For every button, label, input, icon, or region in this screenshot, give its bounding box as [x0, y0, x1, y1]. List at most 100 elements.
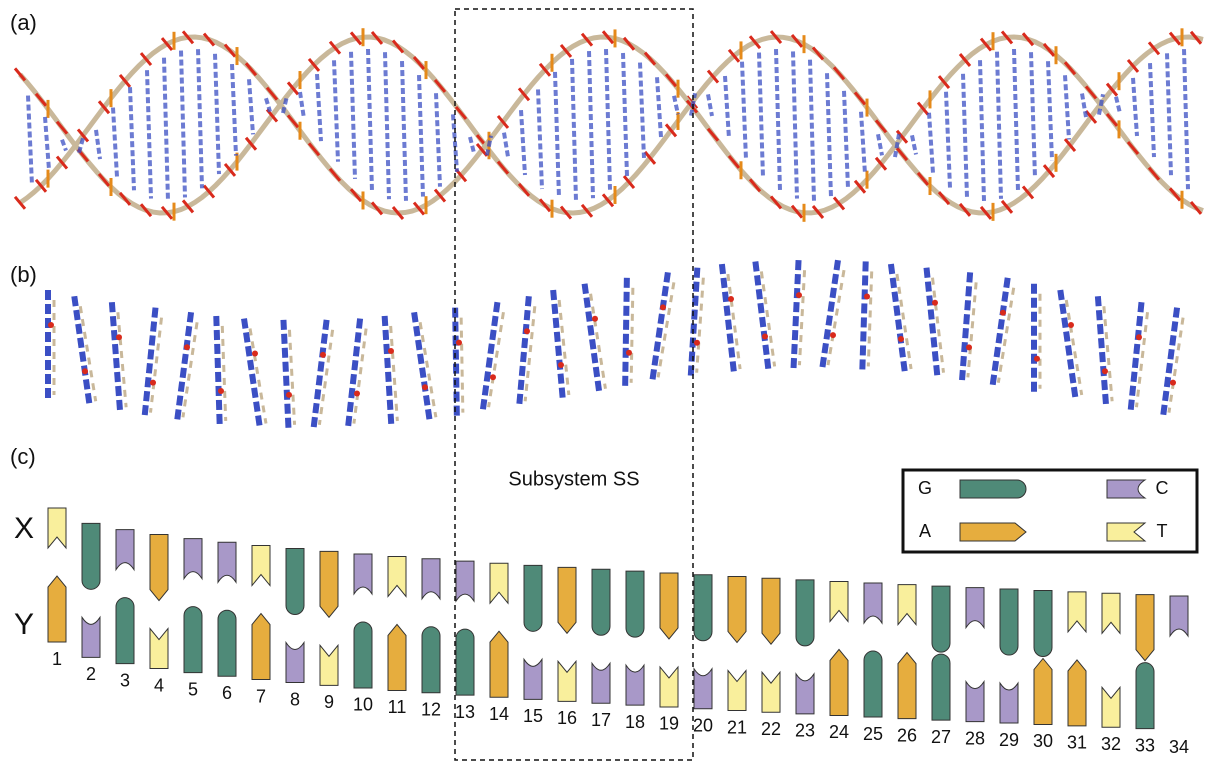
- base-T: [898, 585, 916, 625]
- oxygen: [708, 129, 718, 141]
- base-rung: [793, 51, 797, 198]
- position-label: 34: [1169, 737, 1189, 757]
- base-rung: [827, 73, 831, 197]
- base-A: [252, 614, 270, 680]
- atom: [1034, 356, 1040, 362]
- position-label: 22: [761, 719, 781, 739]
- base-rung: [759, 53, 763, 178]
- subsystem-label: Subsystem SS: [508, 468, 639, 490]
- base-rung: [1167, 53, 1171, 175]
- base-rung: [708, 94, 712, 116]
- atom: [728, 296, 734, 302]
- base-rung: [198, 49, 202, 188]
- strand-label: X: [14, 512, 34, 545]
- atom: [660, 304, 666, 310]
- oxygen: [288, 115, 298, 127]
- base-rung: [1031, 52, 1035, 178]
- base-C: [422, 559, 440, 599]
- base-C: [354, 554, 372, 594]
- base-G: [932, 654, 950, 720]
- base-A: [388, 624, 406, 690]
- base-A: [762, 578, 780, 644]
- position-label: 9: [324, 692, 334, 712]
- base-rung: [538, 89, 542, 189]
- base-T: [252, 546, 270, 586]
- oxygen: [36, 94, 46, 106]
- atom: [354, 391, 360, 397]
- atom: [1068, 322, 1074, 328]
- atom: [898, 336, 904, 342]
- position-label: 8: [290, 689, 300, 709]
- oxygen: [1107, 114, 1117, 126]
- atom: [82, 368, 88, 374]
- atom: [626, 350, 632, 356]
- base-rung: [623, 53, 627, 176]
- base-rung: [1082, 93, 1086, 117]
- position-label: 12: [421, 700, 441, 720]
- position-label: 21: [727, 717, 747, 737]
- base-A: [558, 567, 576, 633]
- base-A: [48, 576, 66, 642]
- base-rung: [419, 75, 423, 197]
- legend-box: [903, 470, 1197, 552]
- base-rung: [555, 72, 559, 198]
- atom: [422, 384, 428, 390]
- base-rung: [96, 130, 100, 159]
- base-G: [796, 580, 814, 646]
- base-rung: [130, 87, 134, 190]
- oxygen: [1149, 168, 1159, 180]
- atom: [1000, 310, 1006, 316]
- base-stack: [697, 278, 704, 373]
- base-rung: [351, 52, 355, 179]
- base-rung: [300, 92, 304, 119]
- panel-label: (b): [10, 262, 37, 287]
- base-rung: [742, 62, 746, 160]
- base-T: [830, 581, 848, 621]
- position-label: 17: [591, 710, 611, 730]
- base-rung: [1014, 49, 1018, 191]
- base-rung: [317, 74, 321, 141]
- base-G: [184, 607, 202, 673]
- base-C: [864, 583, 882, 623]
- atom: [1102, 368, 1108, 374]
- base-C: [218, 542, 236, 582]
- base-rung: [385, 52, 389, 199]
- base-rung: [912, 135, 916, 154]
- oxygen: [855, 92, 865, 104]
- base-C: [694, 669, 712, 709]
- oxygen: [330, 169, 340, 181]
- base-rung: [1150, 63, 1154, 157]
- base-C: [524, 659, 542, 699]
- position-label: 6: [222, 683, 232, 703]
- base-rung: [1184, 49, 1188, 189]
- position-label: 19: [659, 714, 679, 734]
- base-G: [82, 523, 100, 589]
- base-rung: [1116, 97, 1120, 114]
- atom: [1170, 380, 1176, 386]
- base-rung: [147, 70, 151, 198]
- base-G: [218, 610, 236, 676]
- base-T: [1102, 593, 1120, 633]
- base-rung: [895, 134, 899, 157]
- base-T: [150, 629, 168, 669]
- base-rung: [810, 60, 814, 201]
- base-A: [830, 649, 848, 715]
- base-C: [796, 674, 814, 714]
- base-C: [966, 588, 984, 628]
- base-rung: [997, 52, 1001, 199]
- position-label: 1: [52, 649, 62, 669]
- position-label: 29: [999, 730, 1019, 750]
- base-stack: [799, 270, 804, 365]
- base-A: [898, 653, 916, 719]
- base-rung: [878, 134, 882, 155]
- base-G: [626, 571, 644, 637]
- base-rung: [62, 140, 66, 151]
- base-A: [1136, 595, 1154, 661]
- atom: [490, 374, 496, 380]
- base-G: [422, 627, 440, 693]
- oxygen: [666, 74, 676, 86]
- base-rung: [113, 108, 117, 177]
- base-rung: [1099, 94, 1103, 114]
- base-rung: [402, 61, 406, 201]
